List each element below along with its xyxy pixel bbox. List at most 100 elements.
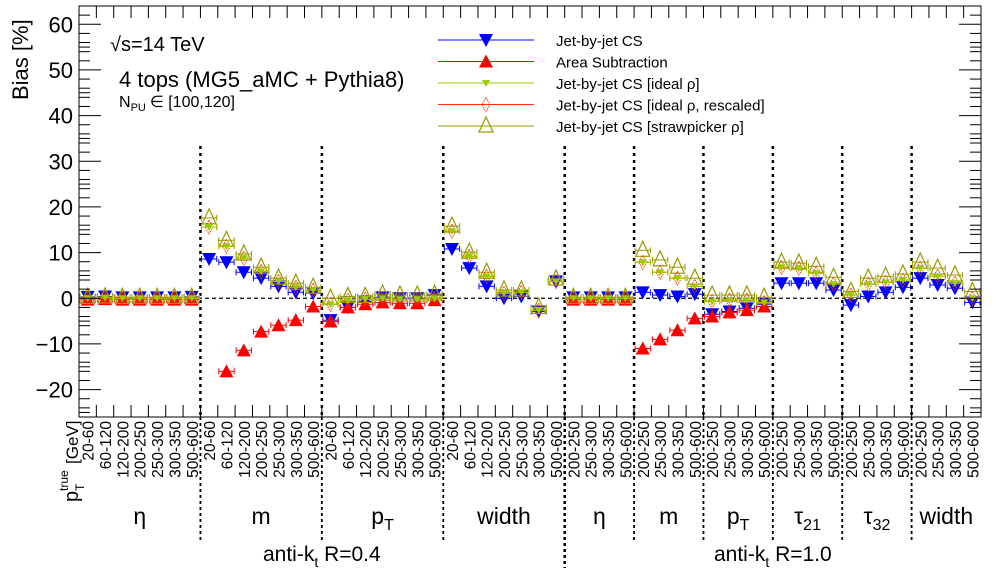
- x-tick-label: 500-600: [428, 421, 445, 478]
- x-tick-label: 250-300: [271, 421, 288, 478]
- x-tick-label: 500-600: [965, 421, 982, 478]
- data-point: [274, 278, 283, 286]
- data-point: [444, 242, 459, 256]
- data-point: [635, 341, 650, 355]
- data-point: [479, 280, 494, 294]
- x-tick-label: 120-200: [115, 421, 132, 478]
- x-tick-label: 200-250: [133, 421, 150, 478]
- data-point: [774, 277, 789, 291]
- x-tick-label: 60-120: [341, 421, 358, 470]
- data-point: [254, 324, 269, 338]
- data-point: [413, 296, 422, 304]
- data-point: [829, 281, 838, 289]
- data-point: [465, 253, 474, 261]
- group-label: pT: [727, 503, 750, 534]
- y-tick-label: −10: [36, 332, 73, 357]
- data-point: [343, 297, 352, 305]
- x-tick-label: 60-120: [98, 421, 115, 470]
- group-label: η: [133, 503, 146, 529]
- group-label: η: [593, 503, 606, 529]
- data-point: [202, 252, 217, 266]
- data-point: [690, 283, 699, 291]
- x-axis-label: p T true [GeV]: [57, 421, 87, 502]
- data-point: [742, 297, 751, 305]
- x-tick-label: 300-350: [289, 421, 306, 478]
- x-tick-label: 300-350: [740, 421, 757, 478]
- data-point: [552, 278, 561, 286]
- data-point: [808, 255, 825, 273]
- x-tick-label: 250-300: [792, 421, 809, 478]
- data-point: [653, 332, 668, 346]
- legend-label: Jet-by-jet CS [ideal ρ]: [556, 76, 700, 93]
- data-point: [673, 275, 682, 283]
- x-tick-label: 250-300: [931, 421, 948, 478]
- series-jet-by-jet-cs: [79, 242, 981, 328]
- x-tick-label: 300-350: [879, 421, 896, 478]
- data-point: [291, 284, 300, 292]
- data-point: [964, 280, 981, 299]
- data-point: [881, 279, 890, 287]
- data-point: [933, 273, 942, 281]
- legend-marker: [479, 54, 493, 68]
- x-tick-label: 250-300: [861, 421, 878, 478]
- x-tick-label: 200-250: [254, 421, 271, 478]
- data-point: [205, 224, 214, 232]
- data-point: [586, 295, 595, 303]
- x-tick-label: 500-600: [896, 421, 913, 478]
- data-point: [309, 287, 318, 295]
- data-points: [79, 207, 981, 378]
- data-point: [760, 299, 769, 307]
- data-point: [635, 286, 650, 300]
- data-point: [447, 228, 456, 236]
- data-point: [930, 279, 945, 293]
- plot-frame: [78, 5, 982, 418]
- x-tick-labels: 20-60 60-120 120-200 200-250 250-300 300-350 5…: [81, 421, 983, 478]
- x-tick-label: 250-300: [393, 421, 410, 478]
- data-point: [219, 364, 234, 378]
- group-label: width: [918, 503, 973, 529]
- y-tick-label: 60: [49, 12, 73, 37]
- data-point: [236, 266, 251, 280]
- data-point: [569, 295, 578, 303]
- data-point: [686, 267, 703, 285]
- group-labels: η m pT width η m pT τ21 τ32 width anti-kt R=0.4 ant…: [133, 503, 973, 570]
- data-point: [950, 280, 959, 288]
- data-point: [604, 295, 613, 303]
- data-point: [482, 273, 491, 281]
- data-point: [916, 265, 925, 273]
- data-point: [794, 265, 803, 273]
- series-jet-by-jet-cs-ideal-rescaled: [79, 219, 981, 319]
- process-annotation: 4 tops (MG5_aMC + Pythia8): [119, 67, 405, 92]
- x-tick-label: 20-60: [445, 421, 462, 461]
- data-point: [777, 264, 786, 272]
- data-point: [118, 295, 127, 303]
- group-separators: [199, 146, 913, 568]
- x-tick-label: 300-350: [809, 421, 826, 478]
- x-tick-label: 500-600: [549, 421, 566, 478]
- data-point: [361, 296, 370, 304]
- x-tick-label: 200-250: [844, 421, 861, 478]
- group-label: τ21: [794, 503, 821, 534]
- data-point: [861, 290, 876, 304]
- y-axis-label: Bias [%]: [8, 19, 33, 100]
- x-axis-label-unit: [GeV]: [63, 421, 82, 464]
- x-tick-label: 200-250: [566, 421, 583, 478]
- x-tick-label: 120-200: [237, 421, 254, 478]
- data-point: [809, 277, 824, 291]
- group-label: pT: [371, 503, 394, 534]
- data-point: [395, 296, 404, 304]
- legend-marker: [479, 34, 493, 47]
- x-tick-label: 250-300: [514, 421, 531, 478]
- x-tick-label: 20-60: [324, 421, 341, 461]
- legend-marker: [482, 80, 490, 87]
- y-tick-label: −20: [36, 378, 73, 403]
- legend-label: Area Subtraction: [556, 55, 668, 72]
- data-point: [222, 243, 231, 251]
- x-tick-label: 300-350: [532, 421, 549, 478]
- y-tick-label: 40: [49, 104, 73, 129]
- data-point: [201, 207, 218, 225]
- data-point: [913, 272, 928, 286]
- annotations: √s=14 TeV 4 tops (MG5_aMC + Pythia8) NPU…: [110, 34, 405, 114]
- data-point: [846, 292, 855, 300]
